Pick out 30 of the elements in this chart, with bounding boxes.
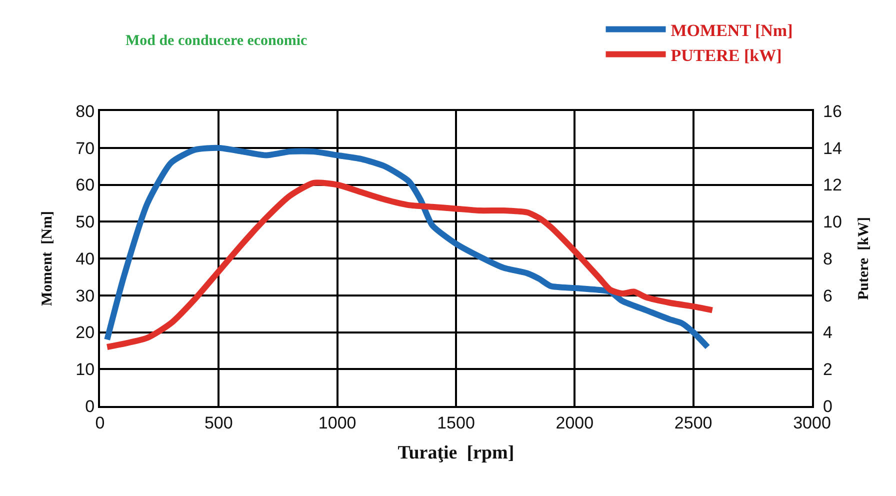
x-axis-title: Turaţie [rpm]	[398, 442, 514, 464]
x-tick-label: 2000	[556, 413, 594, 432]
y-tick-label: 20	[76, 323, 95, 342]
chart-title: Mod de conducere economic	[125, 32, 308, 49]
y2-tick-label: 14	[823, 138, 842, 158]
y2-tick-label: 4	[823, 323, 832, 342]
x-tick-label: 1500	[437, 413, 475, 432]
y-tick-label: 70	[76, 138, 95, 158]
legend-label: PUTERE [kW]	[670, 46, 782, 65]
x-tick-label: 2500	[674, 413, 712, 432]
y-tick-label: 10	[76, 360, 95, 380]
y-tick-label: 40	[76, 249, 95, 268]
x-tick-label: 1000	[318, 413, 356, 432]
x-tick-label: 500	[204, 413, 233, 432]
y-axis-title: Moment [Nm]	[39, 211, 56, 306]
y2-tick-label: 6	[823, 286, 832, 306]
y2-tick-label: 2	[823, 360, 832, 380]
y2-tick-label: 0	[823, 396, 832, 416]
y2-tick-label: 12	[823, 176, 842, 195]
x-tick-label: 3000	[793, 413, 831, 432]
y-tick-label: 0	[85, 396, 95, 416]
y-tick-label: 50	[76, 212, 95, 232]
legend-label: MOMENT [Nm]	[670, 20, 793, 40]
y2-tick-label: 10	[823, 212, 842, 232]
y-tick-label: 80	[76, 102, 95, 121]
y2-tick-label: 8	[823, 249, 832, 268]
y-tick-label: 30	[76, 286, 95, 306]
y2-axis-title: Putere [kW]	[856, 216, 872, 300]
y-tick-label: 60	[76, 176, 95, 195]
y2-tick-label: 16	[823, 102, 842, 121]
